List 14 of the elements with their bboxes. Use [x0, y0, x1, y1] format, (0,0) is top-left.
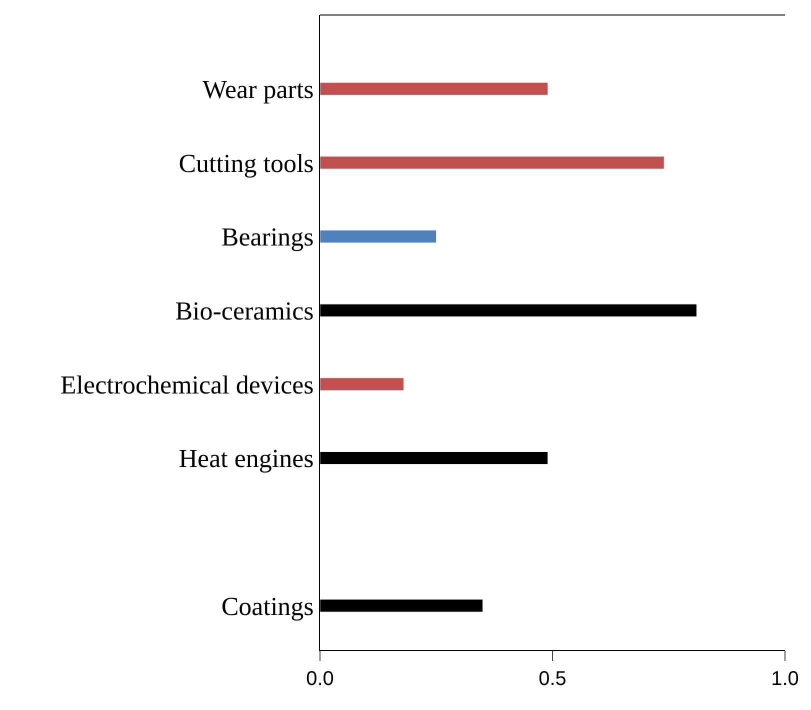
- bar: [320, 156, 664, 170]
- y-tick-label: Coatings: [221, 592, 314, 621]
- y-tick-label: Electrochemical devices: [60, 370, 314, 400]
- y-tick-label: Heat engines: [178, 444, 314, 474]
- x-tick-label: 0.0: [306, 668, 334, 690]
- y-tick-label: Cutting tools: [178, 148, 314, 178]
- bar: [320, 230, 436, 244]
- x-tick-label: 0.5: [538, 668, 566, 690]
- x-tick-label: 1.0: [771, 668, 799, 690]
- y-tick-label: Wear parts: [202, 74, 314, 104]
- y-tick-label: Bearings: [221, 222, 314, 252]
- y-tick-label: Bio-ceramics: [175, 296, 314, 326]
- bar: [320, 378, 404, 391]
- bar: [320, 82, 548, 96]
